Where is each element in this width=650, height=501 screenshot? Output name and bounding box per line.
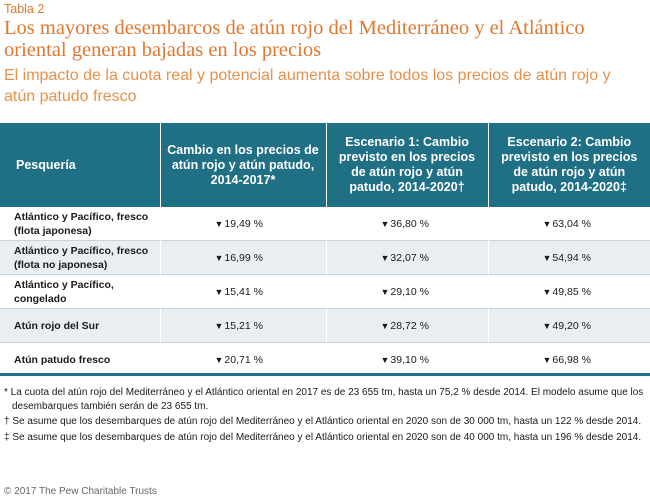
down-arrow-icon: ▼ (542, 252, 552, 263)
table-bottom-rule (0, 373, 650, 376)
down-arrow-icon: ▼ (214, 320, 224, 331)
header-price-change-2014-2017: Cambio en los precios de atún rojo y atú… (159, 123, 326, 207)
header-fishery: Pesquería (0, 123, 160, 207)
value-cell: ▼29,10 % (325, 274, 488, 309)
header-scenario-2: Escenario 2: Cambio previsto en los prec… (487, 123, 650, 207)
value-cell: ▼16,99 % (159, 240, 326, 275)
down-arrow-icon: ▼ (380, 218, 390, 229)
value-cell: ▼15,21 % (159, 308, 326, 343)
down-arrow-icon: ▼ (214, 218, 224, 229)
table-row: Atlántico y Pacífico, fresco (flota no j… (0, 240, 650, 275)
fishery-cell: Atlántico y Pacífico, congelado (0, 274, 160, 309)
table-row: Atún patudo fresco ▼20,71 % ▼39,10 % ▼66… (0, 342, 650, 376)
value-cell: ▼20,71 % (159, 342, 326, 376)
value-cell: ▼28,72 % (325, 308, 488, 343)
fishery-cell: Atún patudo fresco (0, 342, 160, 376)
down-arrow-icon: ▼ (380, 320, 390, 331)
table-label: Tabla 2 (4, 2, 45, 16)
value-cell: ▼63,04 % (487, 207, 650, 241)
table-row: Atún rojo del Sur ▼15,21 % ▼28,72 % ▼49,… (0, 308, 650, 343)
footnote-dagger: † Se asume que los desembarques de atún … (4, 416, 642, 427)
value-cell: ▼19,49 % (159, 207, 326, 241)
value-cell: ▼54,94 % (487, 240, 650, 275)
value-cell: ▼66,98 % (487, 342, 650, 376)
value-cell: ▼49,85 % (487, 274, 650, 309)
value-cell: ▼49,20 % (487, 308, 650, 343)
fishery-cell: Atún rojo del Sur (0, 308, 160, 343)
header-scenario-1: Escenario 1: Cambio previsto en los prec… (325, 123, 488, 207)
value-cell: ▼32,07 % (325, 240, 488, 275)
fishery-cell: Atlántico y Pacífico, fresco (flota japo… (0, 207, 160, 241)
page-title: Los mayores desembarcos de atún rojo del… (4, 17, 585, 61)
price-change-table: Pesquería Cambio en los precios de atún … (0, 123, 650, 376)
down-arrow-icon: ▼ (542, 218, 552, 229)
footnote-asterisk: * La cuota del atún rojo del Mediterráne… (4, 387, 644, 412)
copyright: © 2017 The Pew Charitable Trusts (4, 486, 157, 497)
down-arrow-icon: ▼ (214, 354, 224, 365)
value-cell: ▼39,10 % (325, 342, 488, 376)
down-arrow-icon: ▼ (214, 286, 224, 297)
down-arrow-icon: ▼ (542, 286, 552, 297)
table-header-row: Pesquería Cambio en los precios de atún … (0, 123, 650, 207)
fishery-cell: Atlántico y Pacífico, fresco (flota no j… (0, 240, 160, 275)
down-arrow-icon: ▼ (542, 354, 552, 365)
page-subtitle: El impacto de la cuota real y potencial … (4, 67, 611, 105)
value-cell: ▼36,80 % (325, 207, 488, 241)
footnote-double-dagger: ‡ Se asume que los desembarques de atún … (4, 431, 642, 443)
down-arrow-icon: ▼ (380, 286, 390, 297)
table-row: Atlántico y Pacífico, fresco (flota japo… (0, 207, 650, 241)
down-arrow-icon: ▼ (542, 320, 552, 331)
down-arrow-icon: ▼ (380, 354, 390, 365)
table-row: Atlántico y Pacífico, congelado ▼15,41 %… (0, 274, 650, 309)
down-arrow-icon: ▼ (214, 252, 224, 263)
footnotes: * La cuota del atún rojo del Mediterráne… (4, 386, 644, 446)
value-cell: ▼15,41 % (159, 274, 326, 309)
down-arrow-icon: ▼ (380, 252, 390, 263)
